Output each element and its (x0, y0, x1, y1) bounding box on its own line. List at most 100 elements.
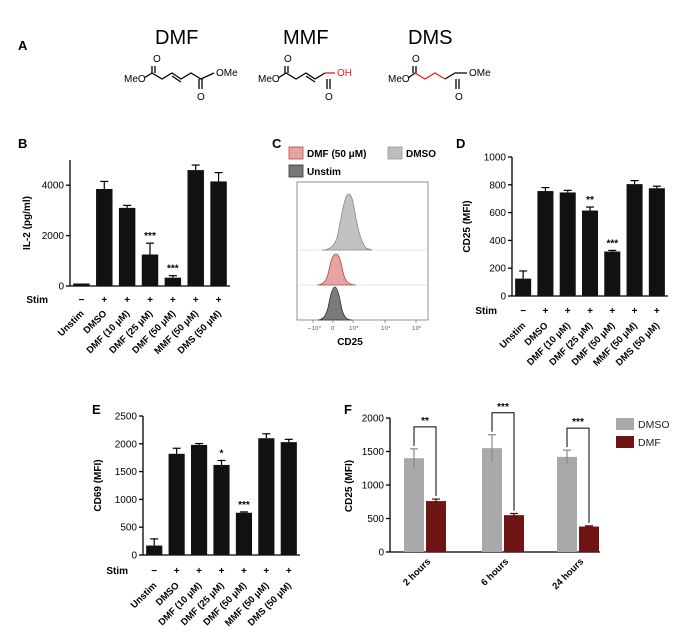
category-label: 2 hours (401, 556, 433, 588)
bond-carbonyl-top (285, 66, 288, 73)
bar (281, 442, 297, 555)
bar (627, 184, 643, 296)
bar (210, 181, 226, 286)
stim-sign: + (124, 295, 130, 306)
y-axis-label: IL-2 (pg/ml) (22, 196, 33, 250)
bar-dmso (482, 448, 502, 552)
bar (258, 438, 274, 555)
histogram-xlabel: CD25 (337, 337, 363, 348)
bar (515, 279, 531, 296)
atom-o-bottom: O (455, 92, 463, 103)
y-tick-label: 1000 (115, 495, 138, 506)
atom-o-top: O (412, 54, 420, 65)
atom-meo: MeO (124, 74, 146, 85)
atom-meo: MeO (258, 74, 280, 85)
compound-name-dmf: DMF (155, 27, 198, 49)
atom-o-top: O (153, 54, 161, 65)
stim-sign: + (286, 566, 292, 577)
stim-sign: + (565, 306, 571, 317)
histogram-dmf (317, 254, 356, 285)
compound-name-mmf: MMF (283, 27, 329, 49)
bond-chain (278, 73, 325, 79)
category-label: 6 hours (479, 556, 511, 588)
bar (649, 188, 665, 296)
y-tick-label: 1000 (362, 481, 385, 492)
histogram-dmso (322, 194, 372, 250)
stim-sign: + (216, 295, 222, 306)
y-tick-label: 1500 (115, 467, 138, 478)
y-tick-label: 0 (131, 551, 137, 562)
y-axis-label: CD69 (MFI) (93, 459, 104, 511)
y-tick-label: 0 (58, 282, 64, 293)
bar (165, 278, 181, 286)
atom-ome: OMe (216, 68, 238, 79)
bar-dmf (426, 501, 446, 552)
panel-label-e: E (92, 402, 101, 417)
legend-swatch-dmf (289, 147, 303, 159)
histogram-tick: 10⁴ (381, 325, 391, 332)
y-tick-label: 1500 (362, 447, 385, 458)
panel-label-b: B (18, 136, 27, 151)
bar-dmso (404, 458, 424, 552)
bar (582, 211, 598, 296)
y-tick-label: 400 (489, 236, 506, 247)
stim-label: Stim (26, 295, 48, 306)
bond-chain (144, 73, 214, 79)
histogram-tick: 10⁵ (412, 325, 421, 332)
y-tick-label: 500 (367, 514, 384, 525)
y-tick-label: 500 (120, 523, 137, 534)
histogram-tick: 0 (331, 326, 335, 332)
y-tick-label: 1000 (484, 153, 507, 164)
stim-sign: + (241, 566, 247, 577)
y-tick-label: 2500 (115, 412, 138, 423)
bar (169, 454, 185, 555)
stim-sign: − (520, 306, 526, 317)
compound-mmf: MMF MeO OH O O (258, 27, 352, 103)
histogram-x-axis: −10³ 0 10³ 10⁴ 10⁵ (307, 320, 421, 332)
significance-marker: *** (572, 417, 584, 428)
category-label: Unstim (56, 308, 87, 339)
stim-sign: + (609, 306, 615, 317)
legend-swatch-dmso (616, 418, 634, 430)
y-tick-label: 2000 (362, 414, 385, 425)
stim-sign: + (219, 566, 225, 577)
histogram-unstim (318, 287, 352, 320)
histogram-tick: −10³ (307, 325, 321, 332)
bar (119, 208, 135, 286)
bar (537, 191, 553, 296)
panel-label-c: C (272, 136, 282, 151)
panel-label-a: A (18, 38, 28, 53)
category-label: Unstim (498, 320, 529, 351)
atom-o-bottom: O (197, 92, 205, 103)
bond-chain (445, 73, 467, 79)
legend-label-dmso: DMSO (406, 149, 436, 160)
bond-double (306, 76, 315, 82)
legend-label-dmf: DMF (638, 437, 661, 449)
bar (191, 445, 207, 555)
compound-dms: DMS MeO OMe O O (388, 27, 491, 103)
significance-marker: *** (606, 238, 618, 249)
bond-carbonyl-top (152, 66, 155, 73)
atom-oh: OH (337, 68, 352, 79)
bond-carbonyl-bottom (456, 79, 459, 89)
bar-dmf (579, 527, 599, 552)
atom-ome: OMe (469, 68, 491, 79)
chart-cd25-time: 0 500 1000 1500 2000 CD25 (MFI) ** 2 hours *** 6 … (344, 402, 670, 592)
legend-swatch-unstim (289, 165, 303, 177)
atom-o-top: O (284, 54, 292, 65)
y-tick-label: 2000 (115, 439, 138, 450)
stim-sign: − (151, 566, 157, 577)
y-tick-label: 4000 (42, 181, 65, 192)
significance-marker: *** (144, 231, 156, 242)
bond-chain-saturated (415, 73, 445, 79)
legend-swatch-dmso (388, 147, 402, 159)
y-tick-label: 200 (489, 264, 506, 275)
y-tick-label: 0 (378, 548, 384, 559)
stim-sign: − (79, 295, 85, 306)
significance-marker: ** (586, 195, 594, 206)
y-tick-label: 0 (500, 292, 506, 303)
bar (187, 170, 203, 286)
stim-sign: + (543, 306, 549, 317)
